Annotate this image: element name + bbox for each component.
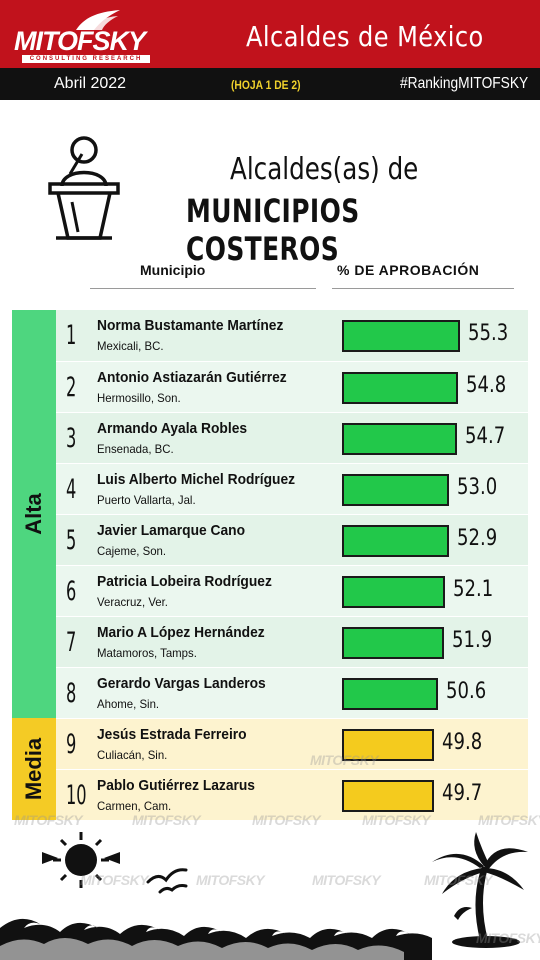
brand-subtitle: CONSULTING RESEARCH — [22, 55, 150, 63]
table-row: 2 Antonio Astiazarán Gutiérrez Hermosillo,… — [56, 361, 528, 412]
approval-value: 49.8 — [442, 730, 483, 755]
table-row: 7 Mario A López Hernández Matamoros, Tamps… — [56, 616, 528, 667]
approval-bar — [342, 320, 460, 352]
approval-bar — [342, 576, 445, 608]
municipality-name: Ensenada, BC. — [97, 442, 174, 456]
mitofsky-logo: MITOFSKY CONSULTING RESEARCH — [14, 8, 154, 64]
rank-number: 1 — [66, 320, 77, 351]
watermark: MITOFSKY — [80, 872, 149, 888]
rank-number: 4 — [66, 474, 77, 505]
watermark: MITOFSKY — [132, 812, 201, 828]
column-header-aprobacion: % DE APROBACIÓN — [337, 262, 480, 278]
mayor-name: Norma Bustamante Martínez — [97, 317, 284, 334]
chart-title-line2: MUNICIPIOS COSTEROS — [186, 192, 360, 268]
logo-swoosh-icon — [76, 10, 120, 30]
approval-bar — [342, 525, 449, 557]
approval-value: 50.6 — [446, 679, 487, 704]
group-label: Media — [21, 737, 46, 801]
mayor-name: Pablo Gutiérrez Lazarus — [97, 777, 255, 794]
approval-value: 55.3 — [468, 321, 509, 346]
chart-title-line1: Alcaldes(as) de — [230, 152, 419, 187]
rank-number: 6 — [66, 576, 77, 607]
mayor-name: Javier Lamarque Cano — [97, 522, 246, 539]
palm-tree-icon — [432, 832, 528, 948]
watermark: MITOFSKY — [424, 872, 493, 888]
mayor-name: Antonio Astiazarán Gutiérrez — [97, 369, 287, 386]
municipality-name: Mexicali, BC. — [97, 339, 164, 353]
approval-value: 52.9 — [457, 526, 498, 551]
watermark: MITOFSKY — [252, 812, 321, 828]
watermark: MITOFSKY — [14, 812, 83, 828]
header-title: Alcaldes de México — [246, 20, 484, 53]
mayor-name: Jesús Estrada Ferreiro — [97, 726, 247, 743]
rank-number: 7 — [66, 627, 77, 658]
watermark: MITOFSKY — [362, 812, 431, 828]
approval-bar — [342, 627, 444, 659]
sun-icon — [42, 832, 120, 888]
column-underline — [90, 288, 316, 289]
municipality-name: Veracruz, Ver. — [97, 595, 168, 609]
approval-bar — [342, 474, 449, 506]
watermark: MITOFSKY — [196, 872, 265, 888]
table-row: 9 Jesús Estrada Ferreiro Culiacán, Sin. 49.… — [56, 718, 528, 769]
municipality-name: Hermosillo, Son. — [97, 391, 181, 405]
table-row: 3 Armando Ayala Robles Ensenada, BC. 54.7 — [56, 412, 528, 463]
rank-number: 3 — [66, 423, 77, 454]
mayor-name: Luis Alberto Michel Rodríguez — [97, 471, 296, 488]
rank-number: 5 — [66, 525, 77, 556]
approval-bar — [342, 372, 458, 404]
approval-bar — [342, 678, 438, 710]
table-row: 4 Luis Alberto Michel Rodríguez Puerto Val… — [56, 463, 528, 514]
municipality-name: Ahome, Sin. — [97, 697, 160, 711]
beach-decoration — [0, 832, 528, 960]
birds-icon — [146, 868, 188, 894]
mayor-name: Mario A López Hernández — [97, 624, 265, 641]
approval-bar — [342, 423, 457, 455]
municipality-name: Matamoros, Tamps. — [97, 646, 197, 660]
table-row: 6 Patricia Lobeira Rodríguez Veracruz, Ver… — [56, 565, 528, 616]
approval-value: 53.0 — [457, 475, 498, 500]
municipality-name: Puerto Vallarta, Jal. — [97, 493, 196, 507]
group-band-media — [12, 718, 56, 820]
group-band-alta — [12, 310, 56, 718]
approval-value: 52.1 — [453, 577, 494, 602]
watermark: MITOFSKY — [310, 752, 379, 768]
header-subbar — [0, 68, 540, 100]
approval-bar — [342, 780, 434, 812]
rank-number: 9 — [66, 729, 77, 760]
municipality-name: Carmen, Cam. — [97, 799, 172, 813]
group-label: Alta — [21, 493, 46, 535]
waves-icon — [0, 918, 432, 960]
header-hashtag: #RankingMITOFSKY — [400, 75, 529, 92]
column-underline — [332, 288, 514, 289]
watermark: MITOFSKY — [312, 872, 381, 888]
podium-speaker-icon — [48, 136, 120, 240]
approval-value: 51.9 — [452, 628, 493, 653]
approval-value: 54.7 — [465, 424, 506, 449]
table-row: 10 Pablo Gutiérrez Lazarus Carmen, Cam. 49.… — [56, 769, 528, 820]
header-sheet: (HOJA 1 DE 2) — [231, 78, 301, 92]
mayor-name: Patricia Lobeira Rodríguez — [97, 573, 272, 590]
column-header-municipio: Municipio — [140, 262, 206, 278]
watermark: MITOFSKY — [478, 812, 540, 828]
watermark: MITOFSKY — [476, 930, 540, 946]
header-date: Abril 2022 — [54, 75, 127, 92]
mayor-name: Armando Ayala Robles — [97, 420, 248, 437]
approval-bar — [342, 729, 434, 761]
table-row: 5 Javier Lamarque Cano Cajeme, Son. 52.9 — [56, 514, 528, 565]
rank-number: 10 — [66, 780, 87, 811]
table-row: 1 Norma Bustamante Martínez Mexicali, BC. 5… — [56, 310, 528, 361]
rank-number: 8 — [66, 678, 77, 709]
municipality-name: Cajeme, Son. — [97, 544, 167, 558]
brand-name: MITOFSKY — [14, 26, 146, 56]
approval-value: 49.7 — [442, 781, 483, 806]
approval-value: 54.8 — [466, 373, 507, 398]
municipality-name: Culiacán, Sin. — [97, 748, 168, 762]
mayor-name: Gerardo Vargas Landeros — [97, 675, 266, 692]
rank-number: 2 — [66, 372, 77, 403]
table-row: 8 Gerardo Vargas Landeros Ahome, Sin. 50.6 — [56, 667, 528, 718]
